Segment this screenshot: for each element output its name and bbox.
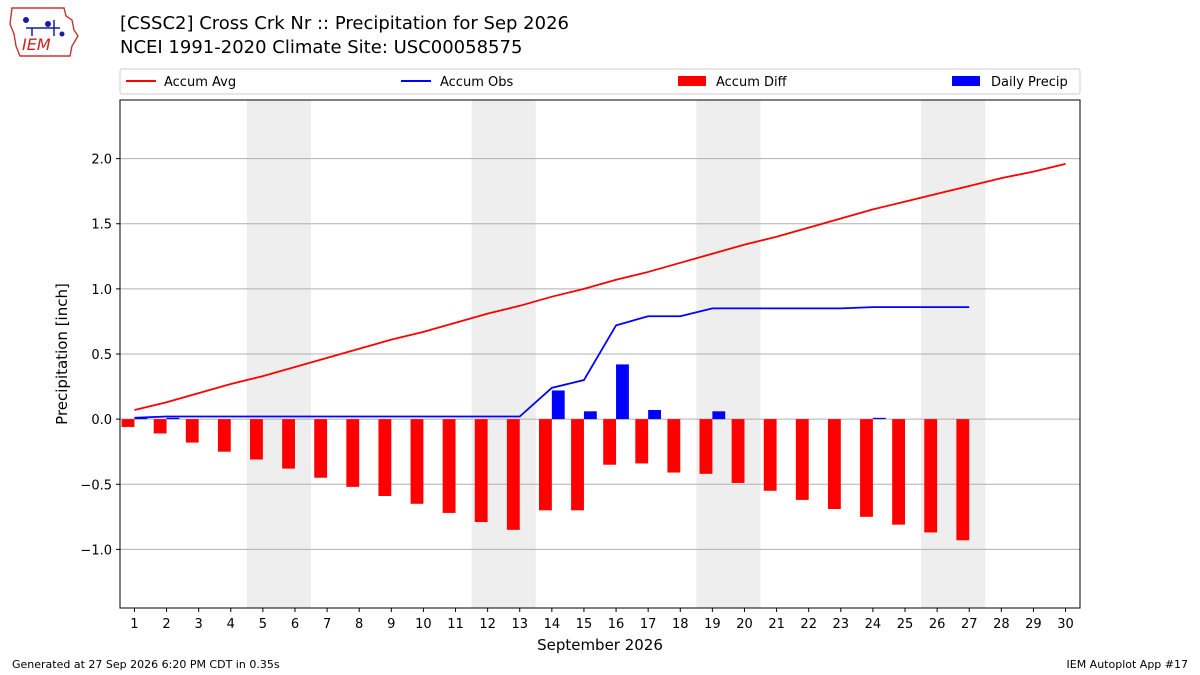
legend-box: [119, 68, 1081, 95]
x-tick-label-19: 20: [736, 617, 753, 632]
accum-diff-bar-24: [860, 419, 873, 517]
x-tick-label-1: 2: [162, 617, 170, 632]
x-tick-label-13: 14: [544, 617, 561, 632]
accum-diff-bar-15: [571, 419, 584, 511]
x-tick-label-3: 4: [227, 617, 235, 632]
accum-obs-line: [134, 306, 970, 419]
legend: Accum Avg Accum Obs Accum Diff Daily Pre…: [119, 68, 1081, 95]
daily-precip-bar-16: [616, 364, 629, 420]
x-tick-label-20: 21: [768, 617, 785, 632]
bars: [121, 364, 970, 541]
accum-diff-bar-17: [635, 419, 649, 464]
x-axis-label: September 2026: [537, 636, 663, 654]
svg-text:IEM: IEM: [22, 35, 51, 54]
x-tick-label-11: 12: [479, 617, 496, 632]
legend-accum-obs: Accum Obs: [440, 75, 513, 90]
accum-diff-bar-14: [538, 419, 552, 511]
legend-accum-diff-swatch: [678, 76, 706, 86]
y-tick-label-2: 0.0: [91, 413, 112, 428]
accum-diff-bar-23: [827, 419, 841, 510]
x-tick-label-23: 24: [865, 617, 882, 632]
x-tick-label-25: 26: [929, 617, 946, 632]
accum-diff-bar-22: [795, 419, 809, 500]
iem-logo-icon: IEM: [9, 7, 79, 57]
grid-lines: [120, 158, 1080, 550]
accum-diff-bar-13: [506, 419, 520, 530]
y-tick-label-4: 1.0: [91, 283, 112, 298]
x-tick-label-5: 6: [291, 617, 299, 632]
legend-accum-avg: Accum Avg: [164, 75, 236, 90]
x-tick-label-16: 17: [640, 617, 657, 632]
accum-diff-bar-21: [763, 419, 777, 491]
x-tick-label-17: 18: [672, 617, 689, 632]
accum-diff-bar-6: [282, 419, 295, 469]
series-lines: [134, 162, 1066, 419]
x-tick-label-26: 27: [961, 617, 978, 632]
daily-precip-bar-15: [583, 411, 597, 420]
chart-title: [CSSC2] Cross Crk Nr :: Precipitation fo…: [120, 13, 569, 34]
x-tick-label-9: 10: [415, 617, 432, 632]
accum-diff-bar-16: [603, 419, 617, 465]
accum-diff-bar-18: [667, 419, 681, 473]
y-axis: −1.0 −0.5 0.0 0.5 1.0 1.5 2.0: [80, 153, 120, 558]
y-tick-label-0: −1.0: [80, 543, 112, 558]
daily-precip-bar-1: [134, 417, 148, 420]
daily-precip-bar-2: [166, 417, 180, 420]
accum-diff-bar-20: [731, 419, 745, 483]
daily-precip-bar-14: [551, 390, 565, 420]
x-axis: 1 2 3 4 5 6 7 8 9 10 11 12 13 14 15 16 17 18 19 20 21 22 23 24 2…: [130, 608, 1074, 632]
x-tick-label-6: 7: [323, 617, 331, 632]
x-tick-label-18: 19: [704, 617, 721, 632]
legend-accum-diff: Accum Diff: [716, 75, 788, 90]
x-tick-label-0: 1: [130, 617, 138, 632]
accum-diff-bar-26: [924, 419, 938, 533]
accum-diff-bar-27: [956, 419, 970, 541]
app-credit: IEM Autoplot App #17: [1066, 658, 1189, 671]
accum-diff-bar-4: [217, 419, 231, 452]
accum-diff-bar-10: [410, 419, 424, 504]
daily-precip-bar-17: [648, 410, 662, 420]
x-tick-label-12: 13: [511, 617, 528, 632]
x-tick-label-21: 22: [800, 617, 817, 632]
accum-diff-bar-5: [250, 419, 263, 460]
x-tick-label-22: 23: [833, 617, 850, 632]
x-tick-label-14: 15: [576, 617, 593, 632]
x-tick-label-10: 11: [447, 617, 464, 632]
x-tick-label-7: 8: [355, 617, 363, 632]
accum-diff-bar-11: [442, 419, 456, 513]
daily-precip-bar-24: [872, 417, 886, 420]
x-tick-label-28: 29: [1025, 617, 1042, 632]
x-tick-label-27: 28: [993, 617, 1010, 632]
x-tick-label-4: 5: [259, 617, 267, 632]
generated-timestamp: Generated at 27 Sep 2026 6:20 PM CDT in …: [12, 658, 280, 671]
y-tick-label-5: 1.5: [91, 218, 112, 233]
daily-precip-bar-19: [712, 411, 726, 420]
y-axis-label: Precipitation [inch]: [53, 283, 71, 425]
accum-diff-bar-7: [314, 419, 328, 478]
accum-diff-bar-9: [378, 419, 392, 496]
legend-daily-precip-swatch: [952, 76, 980, 86]
accum-diff-bar-19: [699, 419, 713, 474]
y-tick-label-1: −0.5: [80, 478, 112, 493]
accum-diff-bar-12: [474, 419, 488, 523]
accum-avg-line: [134, 162, 1066, 411]
x-tick-label-24: 25: [897, 617, 914, 632]
y-tick-label-6: 2.0: [91, 153, 112, 168]
accum-diff-bar-2: [153, 419, 167, 434]
x-tick-label-29: 30: [1057, 617, 1074, 632]
accum-diff-bar-3: [185, 419, 199, 443]
x-tick-label-8: 9: [387, 617, 395, 632]
accum-diff-bar-25: [892, 419, 906, 525]
chart-subtitle: NCEI 1991-2020 Climate Site: USC00058575: [120, 37, 523, 58]
accum-diff-bar-1: [121, 419, 135, 427]
y-tick-label-3: 0.5: [91, 348, 112, 363]
x-tick-label-15: 16: [608, 617, 625, 632]
legend-daily-precip: Daily Precip: [991, 75, 1068, 90]
x-tick-label-2: 3: [195, 617, 203, 632]
accum-diff-bar-8: [346, 419, 360, 487]
